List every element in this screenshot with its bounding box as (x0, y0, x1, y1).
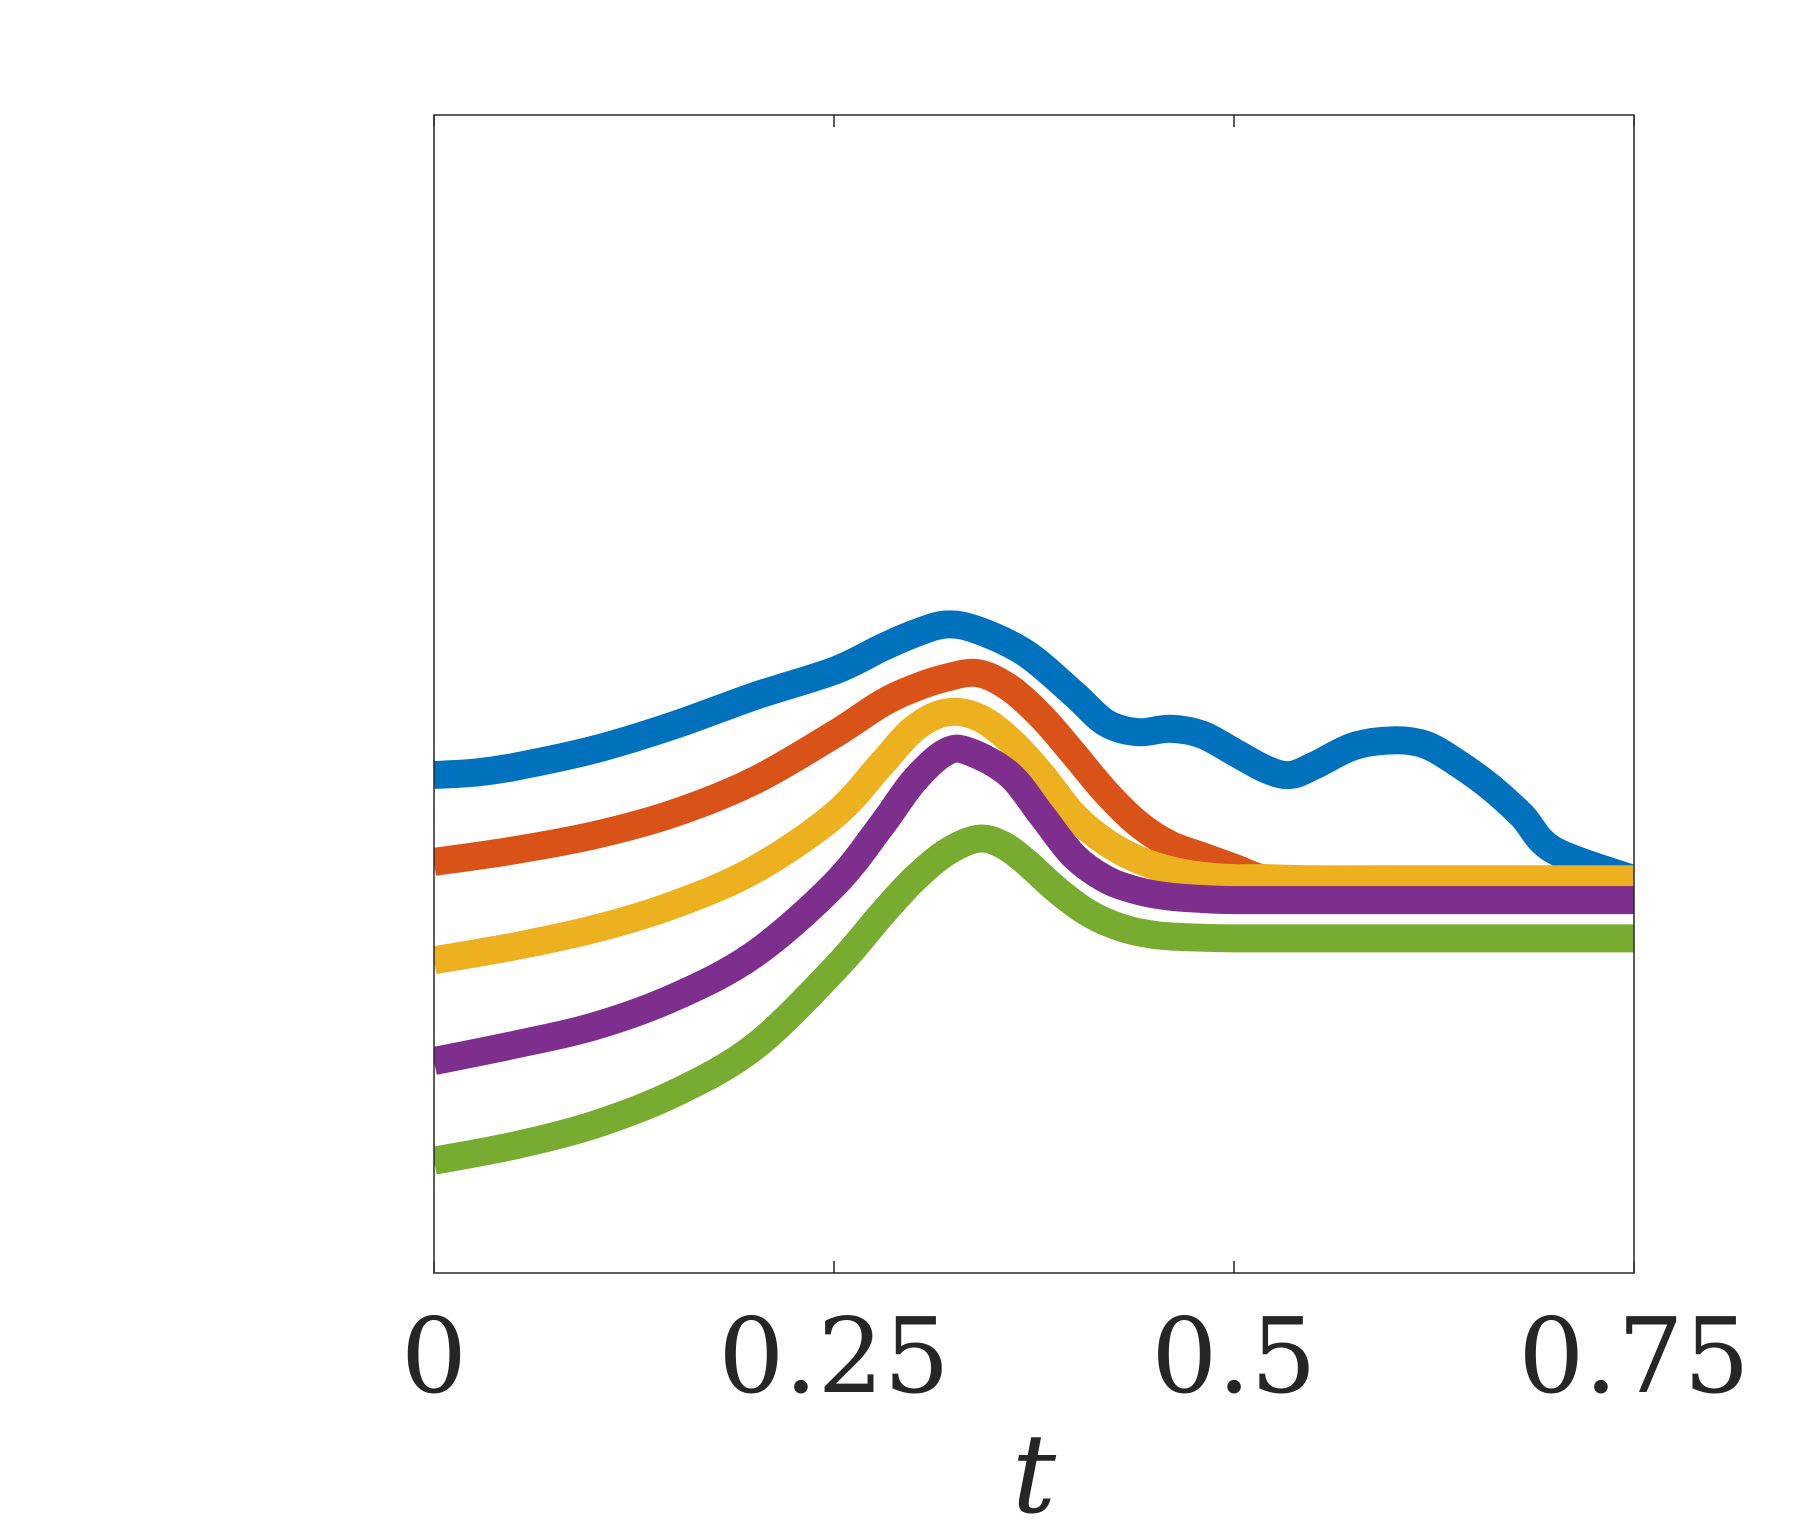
series-line-1 (434, 610, 1634, 893)
x-tick-label-2: 0.25 (718, 1295, 950, 1417)
series-line-4 (434, 734, 1634, 1075)
series-layer (434, 610, 1634, 1175)
series-line-5 (434, 824, 1634, 1175)
x-tick-label-3: 0.5 (1151, 1295, 1316, 1417)
x-axis-ticks: 0 0.25 0.5 0.75 (401, 115, 1750, 1417)
x-axis-label: t (1012, 1410, 1057, 1520)
x-tick-label-4: 0.75 (1518, 1295, 1750, 1417)
x-tick-label-1: 0 (401, 1295, 467, 1417)
series-line-3 (434, 697, 1634, 975)
plot-frame (433, 114, 1635, 1274)
